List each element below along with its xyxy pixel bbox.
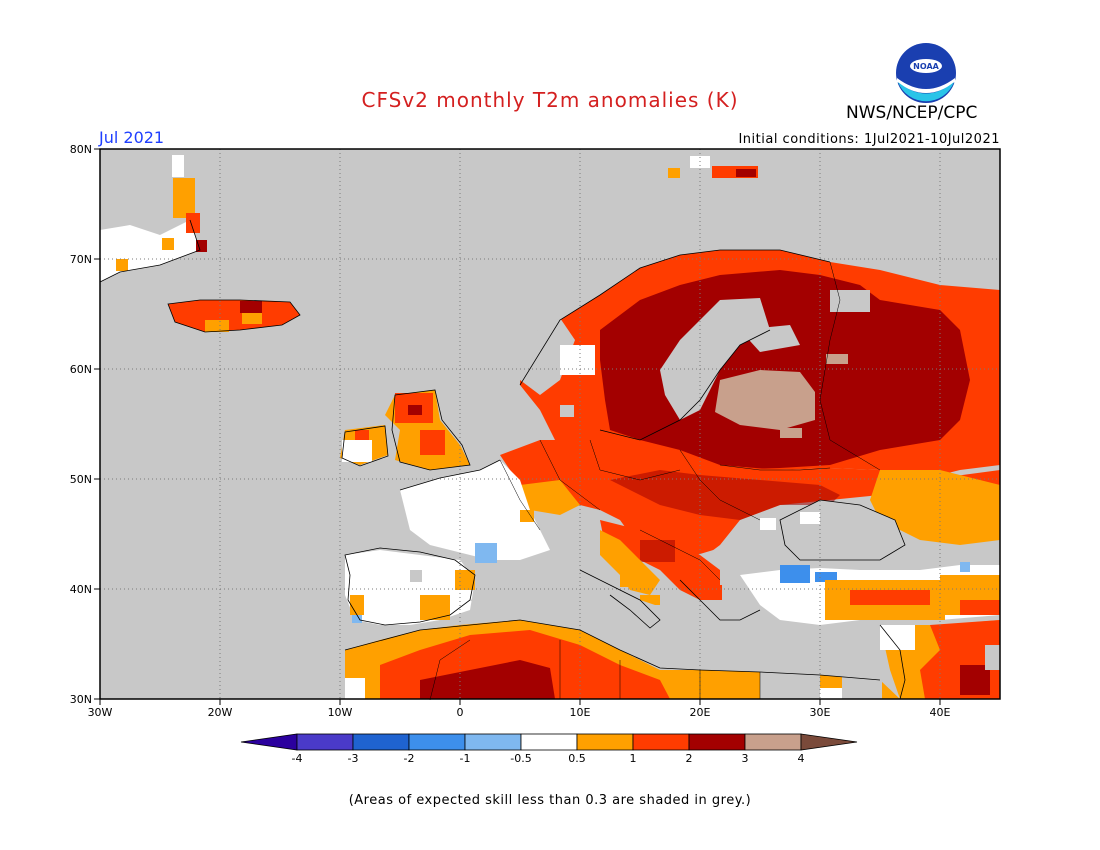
region-british-isles xyxy=(340,390,470,470)
lat-label-80n: 80N xyxy=(69,143,92,156)
coastlines xyxy=(99,219,906,700)
axis-ticks xyxy=(94,148,941,705)
lon-label-30e: 30E xyxy=(809,706,831,719)
lon-label-40e: 40E xyxy=(929,706,951,719)
region-scandinavia-russia xyxy=(520,250,1000,475)
region-iceland xyxy=(168,300,300,332)
region-central-europe xyxy=(500,440,1000,610)
skill-footnote: (Areas of expected skill less than 0.3 a… xyxy=(348,793,752,808)
map-frame xyxy=(99,148,1001,700)
lat-label-30n: 30N xyxy=(69,693,92,706)
colorbar-tick-pos4: 4 xyxy=(797,752,805,765)
colorbar-tick-pos3: 3 xyxy=(741,752,749,765)
colorbar-tick-pos05: 0.5 xyxy=(568,752,586,765)
lat-label-70n: 70N xyxy=(69,253,92,266)
region-balkans-italy xyxy=(600,520,722,624)
region-black-sea xyxy=(760,500,905,560)
initial-conditions: Initial conditions: 1Jul2021-10Jul2021 xyxy=(738,132,1000,147)
map-title: CFSv2 monthly T2m anomalies (K) xyxy=(361,88,739,112)
region-middle-east xyxy=(880,620,1000,699)
lon-label-10w: 10W xyxy=(327,706,353,719)
region-north-africa xyxy=(345,620,900,699)
colorbar-tick-neg3: -3 xyxy=(347,752,359,765)
lat-label-60n: 60N xyxy=(69,363,92,376)
lat-label-40n: 40N xyxy=(69,583,92,596)
region-arctic-islands xyxy=(668,156,758,178)
lon-label-10e: 10E xyxy=(569,706,591,719)
lon-label-30w: 30W xyxy=(87,706,113,719)
lon-label-20e: 20E xyxy=(689,706,711,719)
noaa-logo-icon: NOAA xyxy=(896,43,956,103)
colorbar-tick-pos1: 1 xyxy=(629,752,637,765)
lon-label-20w: 20W xyxy=(207,706,233,719)
forecast-month: Jul 2021 xyxy=(99,128,165,147)
lat-label-50n: 50N xyxy=(69,473,92,486)
colorbar-tick-neg4: -4 xyxy=(291,752,303,765)
colorbar-tick-pos2: 2 xyxy=(685,752,693,765)
logo-text: NOAA xyxy=(913,62,939,71)
colorbar-tick-neg2: -2 xyxy=(403,752,415,765)
lon-label-0: 0 xyxy=(456,706,464,719)
colorbar-tick-neg1: -1 xyxy=(459,752,471,765)
country-borders xyxy=(429,261,881,701)
region-turkey xyxy=(740,562,1000,625)
region-greenland xyxy=(100,149,207,282)
agency-label: NWS/NCEP/CPC xyxy=(846,103,978,123)
colorbar-tick-neg05: -0.5 xyxy=(510,752,532,765)
